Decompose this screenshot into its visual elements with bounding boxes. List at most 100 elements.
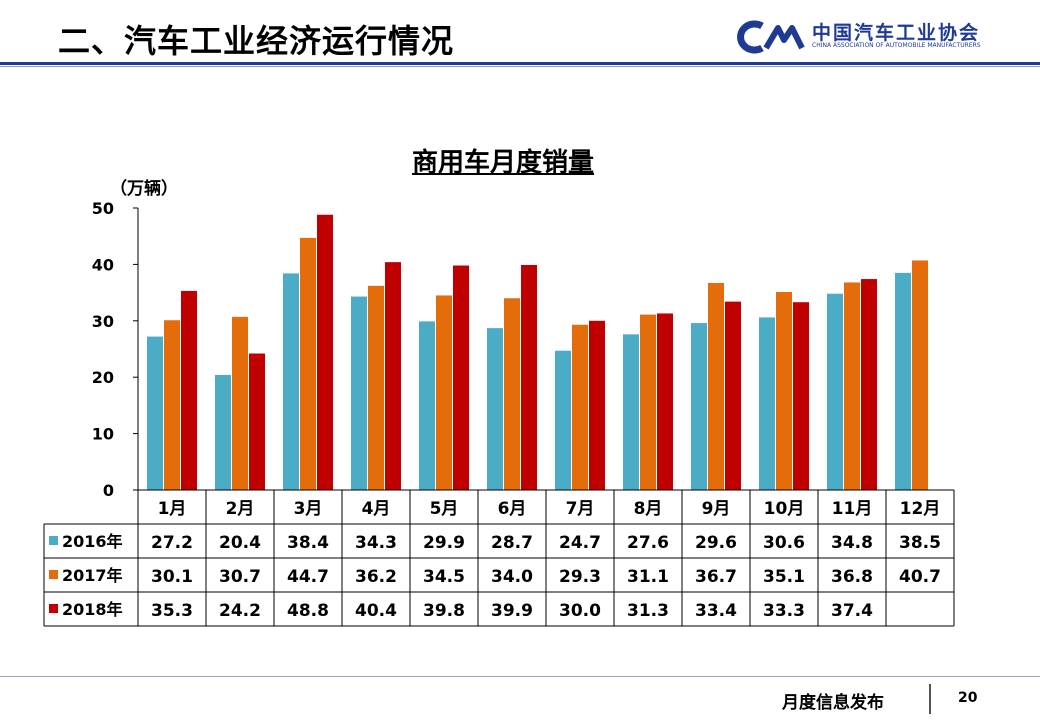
- bar-0-6: [555, 350, 571, 490]
- legend-swatch-2: [49, 604, 58, 613]
- data-label: 37.4: [831, 601, 873, 621]
- data-label: 34.8: [831, 533, 873, 553]
- y-tick-label: 40: [92, 255, 114, 274]
- chart-title: 商用车月度销量: [412, 148, 595, 178]
- data-label: 31.3: [627, 601, 669, 621]
- data-label: 24.7: [559, 533, 601, 553]
- bar-2-8: [725, 301, 741, 490]
- data-label: 30.6: [763, 533, 805, 553]
- bar-0-5: [487, 328, 503, 490]
- data-label: 31.1: [627, 567, 669, 587]
- x-tick-label: 1月: [158, 499, 187, 519]
- bar-0-9: [759, 317, 775, 490]
- data-label: 30.7: [219, 567, 261, 587]
- header-divider-thin: [0, 66, 1040, 67]
- bar-1-3: [368, 285, 384, 490]
- bar-2-10: [861, 279, 877, 490]
- data-label: 29.3: [559, 567, 601, 587]
- data-label: 24.2: [219, 601, 261, 621]
- footer-separator: [929, 684, 931, 714]
- bar-0-4: [419, 321, 435, 490]
- x-tick-label: 5月: [430, 499, 459, 519]
- cam-logo-icon: [737, 20, 805, 54]
- bar-0-2: [283, 273, 299, 490]
- logo-english-name: CHINA ASSOCIATION OF AUTOMOBILE MANUFACT…: [812, 42, 981, 49]
- page-title: 二、汽车工业经济运行情况: [58, 22, 455, 60]
- y-axis-unit-label: （万辆）: [110, 179, 178, 199]
- bar-1-11: [912, 260, 928, 490]
- x-tick-label: 7月: [566, 499, 595, 519]
- data-label: 33.3: [763, 601, 805, 621]
- bar-2-0: [181, 290, 197, 490]
- x-tick-label: 3月: [294, 499, 323, 519]
- y-tick-label: 30: [92, 312, 114, 331]
- footer-divider: [0, 676, 1040, 677]
- bar-2-5: [521, 264, 537, 490]
- footer-label: 月度信息发布: [782, 693, 884, 713]
- bar-1-10: [844, 282, 860, 490]
- x-tick-label: 9月: [702, 499, 731, 519]
- y-tick-label: 20: [92, 368, 114, 387]
- data-label: 33.4: [695, 601, 737, 621]
- data-label: 27.2: [151, 533, 193, 553]
- data-label: 30.0: [559, 601, 601, 621]
- data-label: 28.7: [491, 533, 533, 553]
- bar-2-1: [249, 353, 265, 490]
- y-tick-label: 0: [103, 481, 114, 500]
- data-label: 29.9: [423, 533, 465, 553]
- bar-2-6: [589, 320, 605, 490]
- x-tick-label: 12月: [900, 499, 941, 519]
- bar-0-3: [351, 296, 367, 490]
- bar-0-7: [623, 334, 639, 490]
- data-label: 35.3: [151, 601, 193, 621]
- bar-0-11: [895, 272, 911, 490]
- bar-0-10: [827, 293, 843, 490]
- page-number: 20: [958, 690, 978, 706]
- data-label: 38.5: [899, 533, 941, 553]
- data-label: 40.4: [355, 601, 397, 621]
- y-tick-label: 50: [92, 199, 114, 218]
- bar-1-4: [436, 295, 452, 490]
- bar-2-7: [657, 313, 673, 490]
- header-divider: [0, 62, 1040, 65]
- bar-1-9: [776, 292, 792, 490]
- bar-1-0: [164, 320, 180, 490]
- y-tick-label: 10: [92, 425, 114, 444]
- data-label: 48.8: [287, 601, 329, 621]
- data-label: 38.4: [287, 533, 329, 553]
- bar-2-3: [385, 262, 401, 490]
- data-label: 34.3: [355, 533, 397, 553]
- bar-1-2: [300, 237, 316, 490]
- data-label: 44.7: [287, 567, 329, 587]
- association-logo: 中国汽车工业协会 CHINA ASSOCIATION OF AUTOMOBILE…: [732, 18, 1002, 54]
- data-label: 39.8: [423, 601, 465, 621]
- data-label: 40.7: [899, 567, 941, 587]
- data-label: 20.4: [219, 533, 261, 553]
- bar-1-8: [708, 283, 724, 490]
- data-label: 34.0: [491, 567, 533, 587]
- data-label: 36.2: [355, 567, 397, 587]
- x-tick-label: 8月: [634, 499, 663, 519]
- x-tick-label: 4月: [362, 499, 391, 519]
- data-label: 35.1: [763, 567, 805, 587]
- bar-2-2: [317, 214, 333, 490]
- legend-swatch-0: [49, 536, 58, 545]
- x-tick-label: 11月: [832, 499, 873, 519]
- bar-2-4: [453, 265, 469, 490]
- legend-label: 2016年: [62, 532, 123, 551]
- bar-1-1: [232, 316, 248, 490]
- bar-0-1: [215, 374, 231, 490]
- data-label: 39.9: [491, 601, 533, 621]
- bar-1-7: [640, 314, 656, 490]
- logo-chinese-name: 中国汽车工业协会: [812, 22, 981, 44]
- data-label: 34.5: [423, 567, 465, 587]
- legend-label: 2018年: [62, 600, 123, 619]
- legend-label: 2017年: [62, 566, 123, 585]
- bar-1-5: [504, 298, 520, 490]
- bar-0-0: [147, 336, 163, 490]
- data-label: 30.1: [151, 567, 193, 587]
- data-label: 29.6: [695, 533, 737, 553]
- x-tick-label: 2月: [226, 499, 255, 519]
- bar-0-8: [691, 323, 707, 490]
